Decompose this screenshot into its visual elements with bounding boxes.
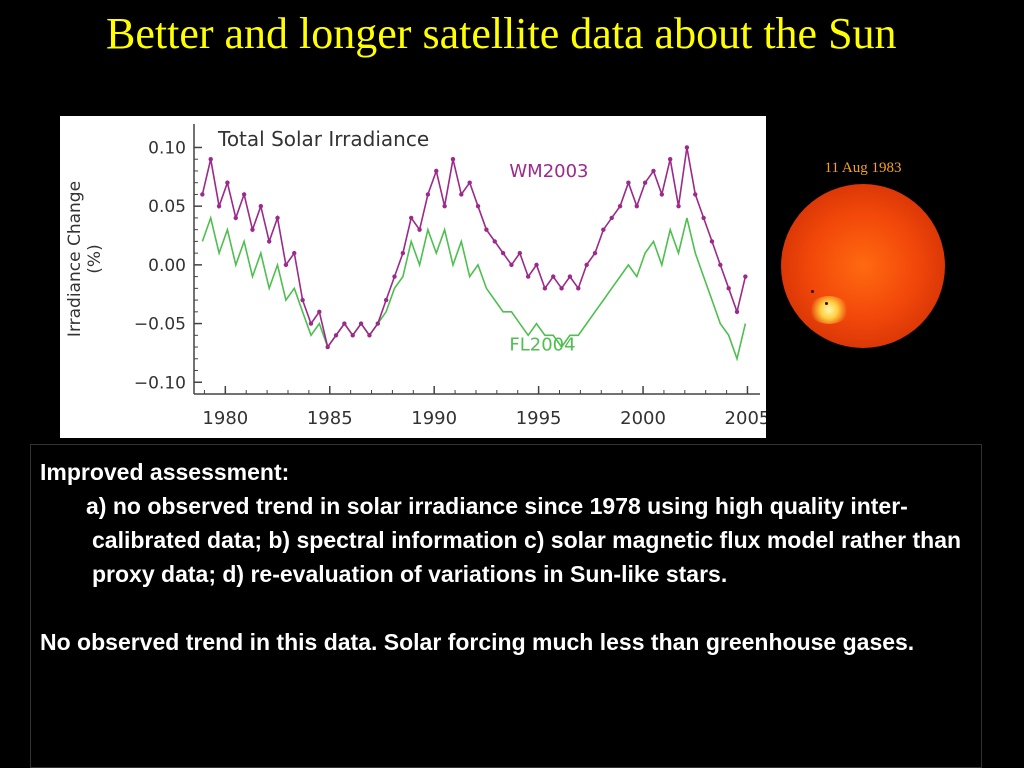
assessment-item-a: a) no observed trend in solar irradiance… — [86, 493, 962, 587]
data-point-wm2003 — [417, 227, 422, 232]
data-point-wm2003 — [601, 227, 606, 232]
data-point-wm2003 — [325, 344, 330, 350]
data-point-wm2003 — [283, 262, 289, 268]
data-point-wm2003 — [467, 180, 472, 185]
y-tick-label: 0.10 — [148, 138, 186, 158]
data-point-wm2003 — [542, 286, 548, 291]
y-tick-label: −0.05 — [134, 315, 186, 335]
data-point-wm2003 — [517, 250, 523, 256]
data-point-wm2003 — [709, 239, 715, 244]
data-point-wm2003 — [333, 333, 339, 338]
x-tick-label: 1995 — [516, 408, 562, 429]
data-point-wm2003 — [567, 274, 573, 279]
data-point-wm2003 — [342, 321, 347, 326]
data-point-wm2003 — [317, 309, 322, 315]
x-tick-label: 1980 — [202, 408, 248, 429]
data-point-wm2003 — [409, 215, 414, 221]
solar-irradiance-chart: −0.10 −0.05 0.00 0.05 0.10 1980 1985 1990 1995 20… — [60, 116, 766, 438]
data-point-wm2003 — [576, 286, 581, 291]
sun-disc — [781, 184, 945, 348]
data-point-wm2003 — [634, 203, 639, 209]
data-point-wm2003 — [308, 321, 314, 326]
data-point-wm2003 — [667, 157, 673, 162]
data-point-wm2003 — [241, 192, 247, 197]
data-point-wm2003 — [300, 297, 305, 303]
data-point-wm2003 — [592, 250, 598, 256]
data-point-wm2003 — [701, 215, 706, 221]
data-point-wm2003 — [734, 309, 740, 315]
assessment-heading: Improved assessment: — [40, 459, 290, 485]
chart-y-axis-label: Irradiance Change(%) — [65, 181, 105, 337]
data-point-wm2003 — [358, 321, 364, 326]
data-point-wm2003 — [659, 192, 665, 197]
data-point-wm2003 — [216, 203, 222, 209]
data-point-wm2003 — [626, 180, 631, 185]
data-point-wm2003 — [425, 192, 431, 197]
assessment-conclusion: No observed trend in this data. Solar fo… — [40, 629, 915, 655]
data-point-wm2003 — [208, 157, 213, 162]
y-tick-label: −0.10 — [134, 373, 186, 393]
data-point-wm2003 — [500, 250, 506, 256]
data-point-wm2003 — [266, 239, 272, 244]
sunspot — [811, 290, 814, 293]
data-point-wm2003 — [718, 262, 723, 268]
data-point-wm2003 — [743, 274, 748, 279]
data-point-wm2003 — [275, 215, 280, 221]
chart-title: Total Solar Irradiance — [217, 127, 429, 151]
x-tick-label: 1985 — [307, 408, 353, 429]
data-point-wm2003 — [684, 145, 690, 150]
series-line-wm2003 — [201, 147, 747, 349]
data-point-wm2003 — [651, 168, 656, 174]
data-point-wm2003 — [559, 286, 564, 291]
series-label-wm2003: WM2003 — [509, 161, 588, 182]
data-point-wm2003 — [726, 286, 731, 291]
data-point-wm2003 — [459, 192, 464, 197]
data-point-wm2003 — [492, 239, 497, 244]
series-line-fl2004 — [201, 215, 747, 362]
data-point-wm2003 — [693, 192, 698, 197]
data-point-wm2003 — [367, 333, 372, 338]
data-point-wm2003 — [375, 321, 380, 326]
data-point-wm2003 — [392, 274, 397, 279]
data-point-wm2003 — [609, 215, 614, 221]
data-point-wm2003 — [534, 262, 539, 268]
data-point-wm2003 — [250, 227, 255, 232]
data-point-wm2003 — [584, 262, 589, 268]
data-point-wm2003 — [233, 215, 238, 221]
y-tick-label: 0.00 — [148, 256, 186, 276]
data-point-wm2003 — [525, 274, 531, 279]
x-tick-label: 2000 — [620, 408, 666, 429]
data-point-wm2003 — [200, 192, 205, 197]
data-point-wm2003 — [484, 227, 489, 232]
sun-image: 11 Aug 1983 — [769, 156, 957, 361]
data-point-wm2003 — [292, 250, 297, 256]
sun-image-date-label: 11 Aug 1983 — [824, 160, 902, 176]
chart-svg: −0.10 −0.05 0.00 0.05 0.10 1980 1985 1990 1995 20… — [65, 124, 766, 429]
chart-axes: −0.10 −0.05 0.00 0.05 0.10 1980 1985 1990 1995 20… — [134, 124, 766, 429]
data-point-wm2003 — [642, 180, 648, 185]
data-point-wm2003 — [258, 203, 264, 209]
x-tick-label: 2005 — [725, 408, 766, 429]
chart-series-group: WM2003 FL2004 — [200, 145, 748, 362]
data-point-wm2003 — [442, 203, 447, 209]
data-point-wm2003 — [400, 250, 406, 256]
data-point-wm2003 — [434, 168, 439, 174]
sun-active-region — [809, 296, 849, 324]
data-point-wm2003 — [383, 297, 389, 303]
data-point-wm2003 — [551, 274, 556, 279]
sunspot — [825, 302, 828, 305]
data-point-wm2003 — [350, 333, 355, 338]
data-point-wm2003 — [475, 203, 481, 209]
series-label-fl2004: FL2004 — [509, 335, 575, 356]
slide-title: Better and longer satellite data about t… — [106, 9, 897, 58]
x-tick-label: 1990 — [411, 408, 457, 429]
assessment-text-box: Improved assessment: a) no observed tren… — [30, 444, 982, 768]
data-point-wm2003 — [617, 203, 623, 209]
data-point-wm2003 — [225, 180, 230, 185]
data-point-wm2003 — [676, 203, 681, 209]
data-point-wm2003 — [450, 157, 456, 162]
data-point-wm2003 — [509, 262, 514, 268]
y-tick-label: 0.05 — [148, 197, 186, 217]
